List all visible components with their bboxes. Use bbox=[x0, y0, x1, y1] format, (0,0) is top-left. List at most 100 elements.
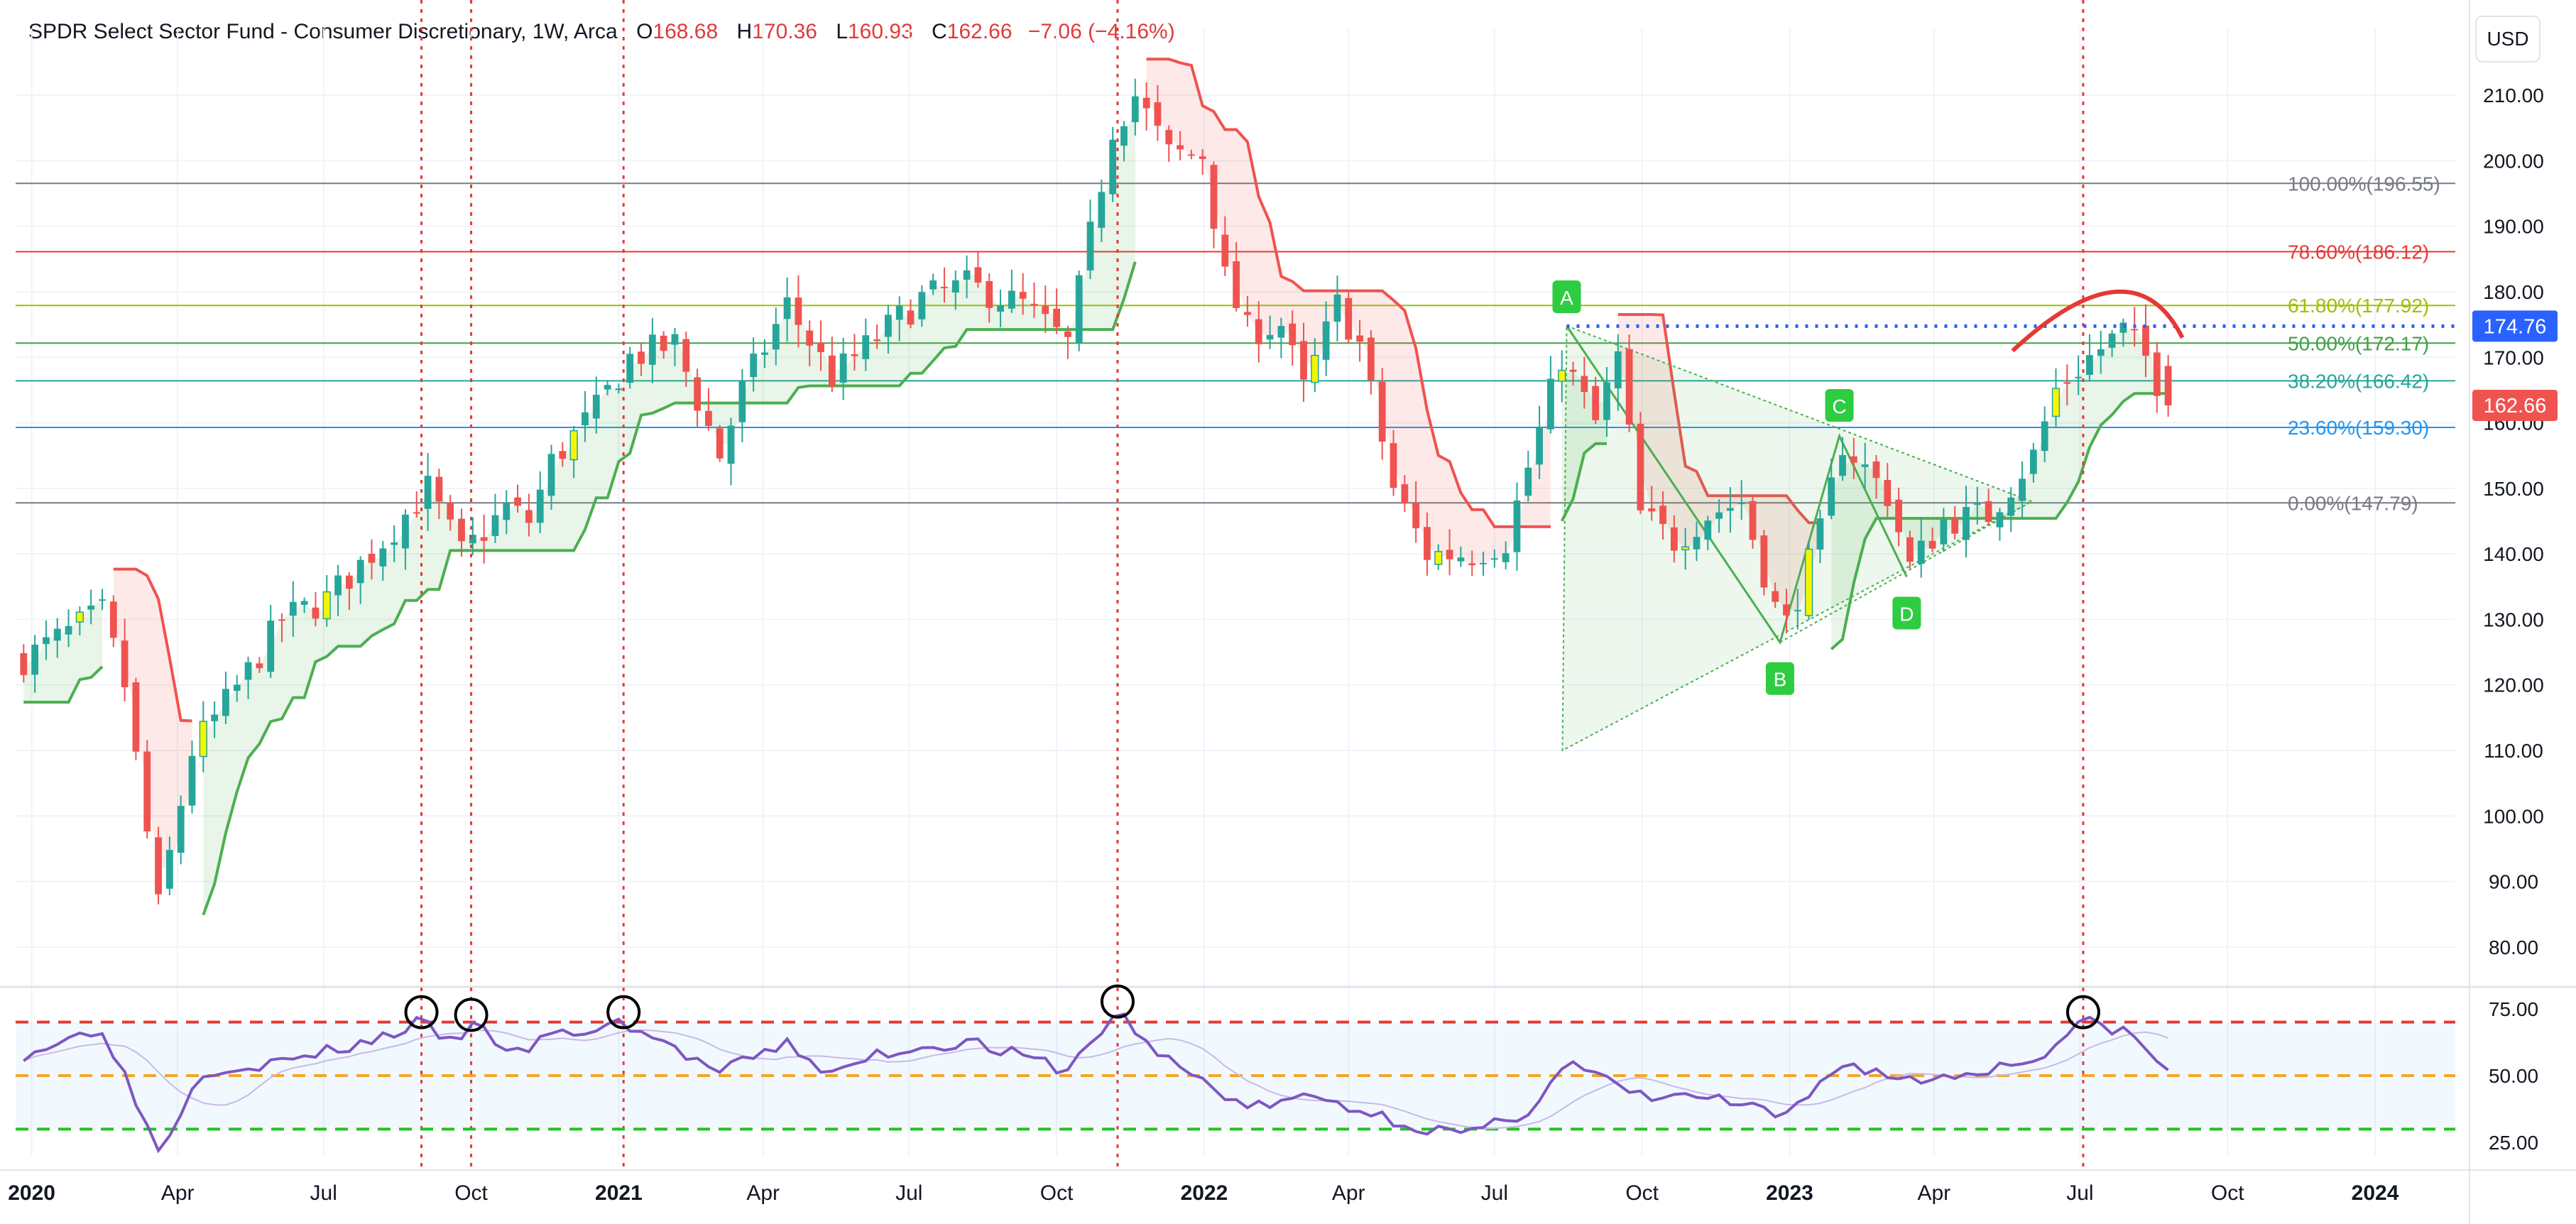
candle bbox=[75, 606, 84, 635]
candle-body bbox=[2119, 322, 2127, 333]
candle bbox=[626, 346, 634, 389]
candle bbox=[458, 508, 465, 557]
candle bbox=[1637, 412, 1644, 515]
abcd-pattern[interactable]: A B C D bbox=[1552, 280, 2034, 752]
candle-body bbox=[761, 352, 768, 355]
candle bbox=[20, 644, 28, 683]
low-label: L bbox=[836, 20, 848, 43]
candle-body bbox=[65, 625, 72, 635]
candle-body bbox=[1715, 512, 1723, 519]
candle-body bbox=[300, 601, 308, 605]
candle-body bbox=[469, 535, 476, 544]
candle bbox=[379, 541, 387, 581]
candle bbox=[1300, 322, 1307, 403]
candle bbox=[1086, 200, 1094, 280]
candle bbox=[121, 618, 129, 702]
candle-body bbox=[1737, 503, 1745, 505]
candle-body bbox=[132, 682, 140, 752]
candle-body bbox=[2153, 352, 2161, 396]
candle bbox=[1581, 356, 1588, 409]
candle-body bbox=[1053, 308, 1061, 327]
candle-body bbox=[322, 591, 331, 620]
candle bbox=[997, 290, 1004, 327]
candle bbox=[177, 795, 185, 865]
candle-body bbox=[1760, 535, 1768, 588]
candle-body bbox=[1356, 335, 1363, 342]
candle bbox=[1940, 508, 1948, 552]
price-label-text: 162.66 bbox=[2484, 395, 2547, 417]
price-tick-label: 100.00 bbox=[2483, 805, 2544, 827]
candle bbox=[2063, 364, 2071, 406]
annotations[interactable] bbox=[1566, 289, 2455, 353]
candle bbox=[1446, 529, 1453, 576]
candle-body bbox=[851, 354, 858, 356]
high-label: H bbox=[736, 20, 753, 43]
candle-body bbox=[1816, 518, 1824, 550]
candle bbox=[278, 613, 285, 643]
candle-body bbox=[1917, 540, 1925, 564]
candle bbox=[1861, 442, 1869, 491]
candle bbox=[447, 495, 454, 531]
candle-body bbox=[256, 663, 263, 669]
candle-body bbox=[424, 476, 432, 509]
candle bbox=[727, 417, 735, 486]
candle-body bbox=[121, 640, 129, 688]
price-tick-label: 120.00 bbox=[2483, 674, 2544, 696]
rsi-peak-circle bbox=[606, 995, 641, 1029]
candle bbox=[1412, 481, 1420, 543]
pattern-point-b-badge bbox=[1765, 662, 1794, 695]
time-tick-label: Oct bbox=[2211, 1181, 2244, 1205]
candle bbox=[1648, 486, 1656, 521]
candle-body bbox=[1120, 126, 1128, 146]
candle-body bbox=[447, 503, 454, 520]
candle-body bbox=[1536, 426, 1543, 465]
candle bbox=[1490, 550, 1498, 568]
candle bbox=[322, 574, 331, 627]
candle bbox=[368, 539, 376, 580]
candle-body bbox=[638, 351, 645, 364]
candle-body bbox=[1311, 354, 1319, 383]
triangle-pattern bbox=[1561, 324, 2034, 752]
candle-body bbox=[1581, 376, 1588, 393]
candle bbox=[1165, 125, 1173, 162]
candle bbox=[289, 581, 297, 637]
candle bbox=[795, 275, 802, 348]
candle bbox=[682, 332, 690, 387]
candle-body bbox=[2131, 329, 2139, 331]
candle bbox=[1850, 437, 1857, 479]
candle-body bbox=[1637, 423, 1644, 510]
candle-body bbox=[109, 601, 117, 638]
candle bbox=[391, 525, 398, 562]
candle bbox=[615, 383, 623, 394]
price-tick-label: 130.00 bbox=[2483, 608, 2544, 630]
price-tick-label: 180.00 bbox=[2483, 281, 2544, 303]
candle-body bbox=[503, 503, 511, 520]
candle bbox=[1670, 515, 1678, 563]
candle-body bbox=[2063, 382, 2071, 384]
candle bbox=[772, 307, 780, 366]
candle bbox=[65, 609, 72, 647]
candle bbox=[1109, 126, 1117, 202]
candle bbox=[1120, 121, 1128, 162]
supertrend-down-line bbox=[1146, 58, 1551, 528]
candle bbox=[1434, 544, 1443, 570]
open-label: O bbox=[636, 20, 653, 43]
candle bbox=[1154, 84, 1162, 141]
candle-body bbox=[716, 428, 724, 459]
pattern-point-c-badge bbox=[1825, 389, 1854, 422]
candle-body bbox=[682, 339, 690, 372]
candle bbox=[1075, 270, 1083, 351]
candle bbox=[188, 741, 196, 814]
currency-button[interactable]: USD bbox=[2475, 16, 2540, 62]
candle-body bbox=[1670, 527, 1678, 551]
supertrend-up-line bbox=[23, 665, 104, 704]
candle bbox=[1480, 552, 1487, 576]
candle-body bbox=[1367, 337, 1375, 381]
candle bbox=[592, 376, 600, 434]
candle bbox=[222, 672, 229, 724]
vertical-markers[interactable] bbox=[420, 0, 2085, 1170]
candle bbox=[1996, 508, 2004, 541]
candle-body bbox=[1480, 562, 1487, 564]
time-tick-label: Oct bbox=[1625, 1181, 1659, 1205]
